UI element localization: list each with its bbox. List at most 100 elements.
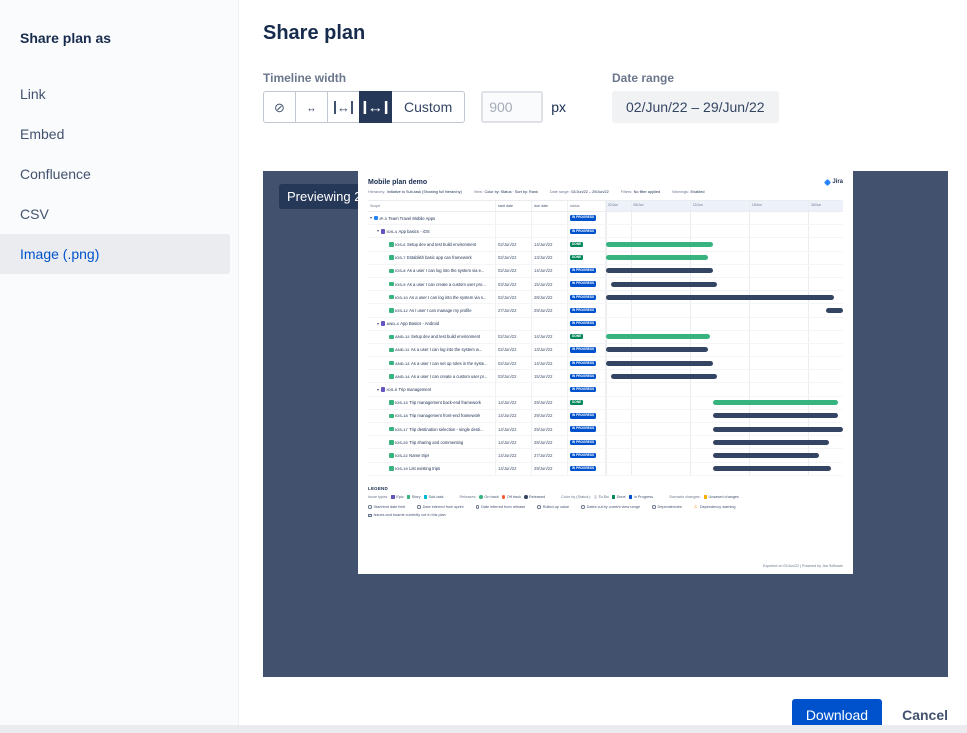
- row-start-date: 02/Jun/22: [496, 330, 532, 343]
- expand-caret-icon[interactable]: ▾: [377, 320, 380, 326]
- row-due-date: 29/Jun/22: [532, 423, 568, 436]
- row-start-date: 03/Jun/22: [496, 277, 532, 291]
- issue-key: AND-11: [395, 347, 410, 353]
- legend-item-label: Done: [616, 494, 626, 499]
- legend-item-label: To Do: [598, 494, 609, 499]
- gantt-bar[interactable]: [712, 452, 820, 458]
- gantt-bar[interactable]: [826, 307, 843, 313]
- gantt-bar[interactable]: [606, 255, 708, 261]
- gantt-bar[interactable]: [712, 439, 829, 445]
- plan-row: IOS-18 Trip management front-end framewor…: [368, 409, 843, 423]
- issue-key: AND-13: [395, 360, 410, 366]
- row-timeline-cell: [606, 409, 843, 422]
- gantt-bar[interactable]: [712, 413, 839, 419]
- legend-note: Start/end date limit: [368, 505, 405, 510]
- issue-type-story-icon: [389, 308, 394, 313]
- issue-summary: As a user I can log into the system via …: [409, 294, 487, 300]
- timeline-tick: 19/Jun: [751, 203, 763, 207]
- gantt-bar[interactable]: [712, 400, 839, 406]
- external-issues-icon: [368, 513, 372, 517]
- gantt-bar[interactable]: [712, 466, 832, 472]
- warning-icon: ⚠: [693, 503, 698, 509]
- plan-rows: ▾ IP-3 Team Travel Mobile Apps IN PROGRESS ▾…: [368, 212, 843, 476]
- row-timeline-cell: [606, 396, 843, 409]
- sidebar-item-link[interactable]: Link: [20, 86, 46, 102]
- width-auto-button[interactable]: ⊘: [263, 91, 296, 123]
- issue-type-story-icon: [389, 453, 394, 458]
- status-badge: IN PROGRESS: [570, 294, 597, 300]
- sidebar-item-confluence[interactable]: Confluence: [20, 166, 91, 182]
- gantt-bar[interactable]: [606, 241, 713, 247]
- legend-note-label: Dates cut by current view range: [586, 505, 640, 509]
- status-badge: DONE: [570, 334, 584, 340]
- row-scope-cell: ▾ IP-3 Team Travel Mobile Apps: [368, 212, 496, 225]
- legend-item-label: In Progress: [633, 494, 654, 499]
- row-status-cell: IN PROGRESS: [568, 383, 606, 396]
- row-status-cell: IN PROGRESS: [568, 343, 606, 357]
- status-badge: IN PROGRESS: [570, 439, 597, 445]
- row-status-cell: IN PROGRESS: [568, 277, 606, 291]
- gantt-bar[interactable]: [606, 294, 834, 300]
- date-range-button[interactable]: 02/Jun/22 – 29/Jun/22: [612, 91, 779, 123]
- gantt-bar[interactable]: [712, 426, 843, 432]
- legend-item-label: Released: [529, 494, 546, 499]
- width-small-button[interactable]: ↔: [295, 91, 328, 123]
- legend-notes: Start/end date limit Date inferred from s…: [368, 503, 788, 518]
- status-badge: DONE: [570, 241, 584, 248]
- sidebar-item-image-png[interactable]: Image (.png): [0, 234, 230, 274]
- timeline-width-label: Timeline width: [263, 71, 347, 85]
- legend-item-label: Sub-task: [428, 494, 444, 499]
- row-status-cell: IN PROGRESS: [568, 409, 606, 422]
- sidebar-item-embed[interactable]: Embed: [20, 126, 65, 142]
- legend-note-label: Rolled-up value: [542, 505, 570, 509]
- issue-key: AND-4: [386, 321, 399, 327]
- legend-note-label: Issues and boards currently not in this …: [373, 513, 446, 518]
- gantt-bar[interactable]: [606, 334, 711, 340]
- cancel-button[interactable]: Cancel: [902, 707, 948, 723]
- status-badge: IN PROGRESS: [570, 386, 597, 393]
- expand-caret-icon[interactable]: ▾: [377, 386, 380, 392]
- date-range-controls: 02/Jun/22 – 29/Jun/22: [612, 91, 779, 123]
- timeline-tick: 12/Jun: [692, 203, 703, 207]
- gantt-bar[interactable]: [606, 360, 713, 366]
- custom-width-button[interactable]: Custom: [391, 91, 466, 123]
- issue-summary: App Basics - Android: [400, 321, 440, 327]
- legend-item: Released: [524, 495, 545, 499]
- row-due-date: 27/Jun/22: [532, 449, 568, 462]
- plan-meta: Hierarchy: Initiative to Sub-task (Showin…: [368, 190, 843, 194]
- expand-caret-icon[interactable]: ▾: [377, 228, 380, 234]
- release-date-icon: [475, 505, 480, 509]
- sidebar: Share plan as Link Embed Confluence CSV Imag…: [0, 0, 239, 725]
- expand-caret-icon[interactable]: ▾: [370, 215, 373, 221]
- plan-meta-item: View: Color by: Status · Sort by: Rank: [474, 190, 538, 194]
- row-scope-cell: IOS-13 Trip management back-end framework: [368, 396, 496, 409]
- legend-swatch: [524, 495, 528, 499]
- plan-row: ▾ IOS-5 Trip management IN PROGRESS: [368, 383, 843, 397]
- plan-row: IOS-13 Trip management back-end framework…: [368, 396, 843, 410]
- issue-summary: Name trips: [409, 452, 430, 458]
- legend-swatch: [391, 495, 395, 499]
- sidebar-item-csv[interactable]: CSV: [20, 206, 49, 222]
- legend-item: Done: [611, 494, 626, 499]
- legend-note-label: Dependencies: [657, 505, 682, 509]
- col-due-date: due date: [532, 201, 568, 211]
- timeline-width-field: Timeline width ⊘ ↔ ↔ ↔ Custom px: [263, 71, 612, 123]
- status-badge: IN PROGRESS: [570, 320, 597, 327]
- custom-width-input[interactable]: [481, 91, 544, 123]
- plan-row: IOS-20 Trip sharing and commenting 14/Jun/…: [368, 436, 843, 450]
- gantt-bar[interactable]: [606, 268, 713, 274]
- issue-summary: Establish basic app can framework: [406, 255, 472, 261]
- row-status-cell: IN PROGRESS: [568, 462, 606, 475]
- row-status-cell: IN PROGRESS: [568, 357, 606, 370]
- row-timeline-cell: [606, 291, 843, 304]
- gantt-bar[interactable]: [606, 347, 708, 353]
- width-large-button[interactable]: ↔: [359, 91, 392, 123]
- width-medium-button[interactable]: ↔: [327, 91, 360, 123]
- sprint-date-icon: [417, 505, 421, 509]
- issue-key: IP-3: [379, 215, 387, 221]
- sidebar-heading: Share plan as: [20, 30, 112, 46]
- status-badge: IN PROGRESS: [570, 268, 597, 274]
- row-due-date: 14/Jun/22: [532, 264, 568, 277]
- gantt-bar[interactable]: [610, 373, 718, 379]
- gantt-bar[interactable]: [610, 281, 718, 287]
